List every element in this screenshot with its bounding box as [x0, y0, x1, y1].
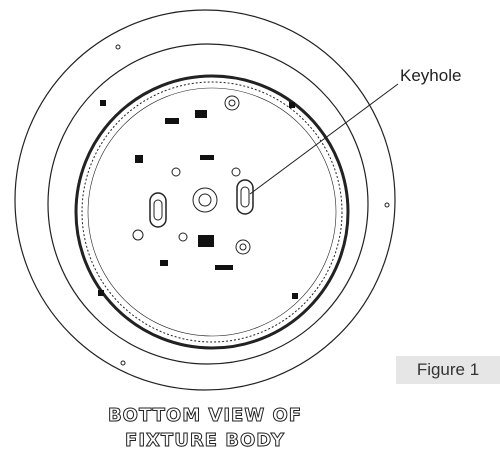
screw-boss	[236, 240, 250, 254]
leader-line	[250, 84, 398, 194]
outer-ring	[15, 10, 395, 390]
keyhole-slot	[150, 193, 166, 227]
screw-hole	[179, 233, 187, 241]
page: Keyhole Figure 1 BOTTOM VIEW OF FIXTURE …	[0, 0, 500, 460]
clip	[100, 100, 106, 106]
screw-hole	[232, 168, 240, 176]
center-hole	[199, 194, 211, 206]
component	[135, 155, 143, 163]
mount-hole	[385, 203, 389, 207]
screw-hole	[133, 230, 143, 240]
component	[160, 260, 168, 266]
board-inner	[88, 88, 336, 336]
center-hub	[193, 188, 217, 212]
board-dashed	[82, 82, 342, 342]
clip	[98, 290, 104, 296]
mount-hole	[116, 45, 120, 49]
component	[195, 110, 207, 118]
component	[198, 235, 214, 247]
clip	[292, 293, 298, 299]
clip	[289, 102, 295, 108]
component	[165, 118, 179, 124]
inner-ring	[48, 44, 368, 364]
screw-hole	[172, 168, 180, 176]
keyhole-inner	[154, 200, 162, 220]
screw-hole	[240, 244, 246, 250]
caption-line: BOTTOM VIEW OF	[100, 405, 310, 426]
screw-hole	[229, 100, 235, 106]
screw-boss	[225, 96, 239, 110]
component	[215, 265, 233, 270]
caption-line: FIXTURE BODY	[100, 430, 310, 451]
component	[200, 155, 214, 160]
keyhole-label: Keyhole	[400, 66, 461, 86]
board-edge	[76, 76, 348, 348]
keyhole-slot	[237, 180, 253, 214]
figure-label: Figure 1	[396, 356, 500, 384]
mount-hole	[121, 361, 125, 365]
keyhole-inner	[241, 187, 249, 207]
